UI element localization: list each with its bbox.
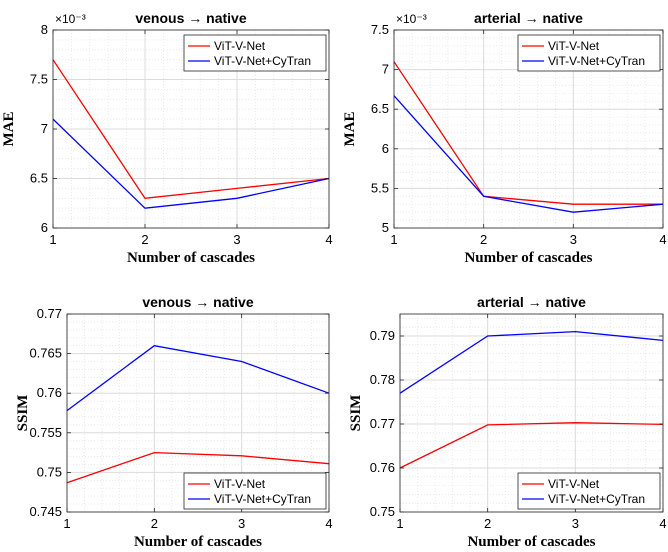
x-axis-label: Number of cascades	[134, 534, 262, 550]
x-tick-label: 2	[141, 232, 148, 247]
x-tick-label: 1	[390, 232, 397, 247]
chart-panel-3: 0.745 0.75 0.755 0.76 0.765 0.77 1 2 3 4 venous → …	[15, 294, 333, 550]
series-line-vit-v-net-cytran	[399, 330, 664, 394]
x-tick-label: 1	[49, 232, 56, 247]
x-tick-label: 3	[233, 232, 240, 247]
y-tick-label: 7.5	[30, 72, 48, 87]
x-axis-label: Number of cascades	[127, 250, 255, 266]
y-tick-label: 5	[382, 220, 389, 235]
x-tick-label: 4	[325, 232, 332, 247]
y-tick-label: 0.76	[37, 385, 62, 400]
legend-label: ViT-V-Net	[548, 477, 600, 491]
x-tick-label: 3	[572, 516, 579, 531]
axes-box	[66, 313, 330, 513]
chart-title: arterial → native	[474, 10, 583, 26]
series-line-vit-v-net	[393, 61, 663, 205]
x-tick-label: 3	[570, 232, 577, 247]
x-tick-label: 4	[325, 516, 332, 531]
y-tick-label: 7.5	[371, 22, 389, 37]
y-tick-label: 0.77	[37, 306, 62, 321]
series-line-vit-v-net	[66, 451, 330, 484]
legend-label: ViT-V-Net	[214, 39, 266, 53]
chart-panel-4: 0.75 0.76 0.77 0.78 0.79 1 2 3 4 arterial → nativ…	[348, 294, 667, 550]
legend-box	[517, 472, 661, 510]
chart-title: venous → native	[142, 294, 253, 310]
y-tick-label: 0.76	[370, 460, 395, 475]
y-tick-label: 0.75	[37, 464, 62, 479]
chart-title: arterial → native	[477, 294, 586, 310]
y-tick-label: 6.5	[30, 171, 48, 186]
y-tick-label: 6	[382, 141, 389, 156]
legend-label: ViT-V-Net	[548, 39, 600, 53]
y-exponent-label: ×10⁻³	[396, 12, 427, 26]
chart-title: venous → native	[135, 10, 246, 26]
legend-label: ViT-V-Net+CyTran	[214, 492, 311, 506]
y-axis-label: MAE	[342, 112, 358, 147]
y-tick-label: 6	[41, 220, 48, 235]
legend-label: ViT-V-Net+CyTran	[548, 54, 645, 68]
y-tick-label: 0.765	[29, 346, 62, 361]
y-tick-label: 0.77	[370, 416, 395, 431]
y-tick-label: 7	[41, 121, 48, 136]
series-line-vit-v-net	[52, 59, 330, 199]
legend-label: ViT-V-Net+CyTran	[214, 54, 311, 68]
x-tick-label: 2	[484, 516, 491, 531]
y-axis-label: SSIM	[15, 395, 31, 432]
series-line-vit-v-net-cytran	[66, 345, 330, 412]
y-tick-label: 7	[382, 62, 389, 77]
legend-box	[183, 472, 327, 510]
x-tick-label: 1	[396, 516, 403, 531]
y-tick-label: 6.5	[371, 101, 389, 116]
series-line-vit-v-net	[399, 422, 664, 469]
legend-label: ViT-V-Net+CyTran	[548, 492, 645, 506]
y-axis-label: SSIM	[348, 395, 364, 432]
y-tick-label: 0.745	[29, 504, 62, 519]
series-line-vit-v-net-cytran	[393, 95, 664, 213]
x-tick-label: 3	[238, 516, 245, 531]
axes-box	[399, 313, 664, 513]
x-tick-label: 1	[63, 516, 70, 531]
y-tick-label: 5.5	[371, 180, 389, 195]
y-tick-label: 0.755	[29, 425, 62, 440]
x-axis-label: Number of cascades	[464, 250, 592, 266]
legend-box	[517, 34, 661, 72]
series-line-vit-v-net-cytran	[52, 118, 330, 209]
legend-label: ViT-V-Net	[214, 477, 266, 491]
y-exponent-label: ×10⁻³	[55, 12, 86, 26]
x-tick-label: 2	[480, 232, 487, 247]
x-tick-label: 4	[659, 516, 666, 531]
y-tick-label: 0.78	[370, 372, 395, 387]
y-axis-label: MAE	[1, 112, 17, 147]
chart-panel-1: 6 6.5 7 7.5 8 1 2 3 4 ×10⁻³ venous → native Number …	[1, 10, 333, 266]
legend-box	[183, 34, 327, 72]
y-tick-label: 0.79	[370, 328, 395, 343]
x-tick-label: 4	[659, 232, 666, 247]
y-tick-label: 8	[41, 22, 48, 37]
x-tick-label: 2	[151, 516, 158, 531]
y-tick-label: 0.75	[370, 504, 395, 519]
axes-box	[393, 29, 664, 229]
chart-panel-2: 5 5.5 6 6.5 7 7.5 1 2 3 4 ×10⁻³ arterial → native Nu…	[342, 10, 667, 266]
x-axis-label: Number of cascades	[467, 534, 595, 550]
